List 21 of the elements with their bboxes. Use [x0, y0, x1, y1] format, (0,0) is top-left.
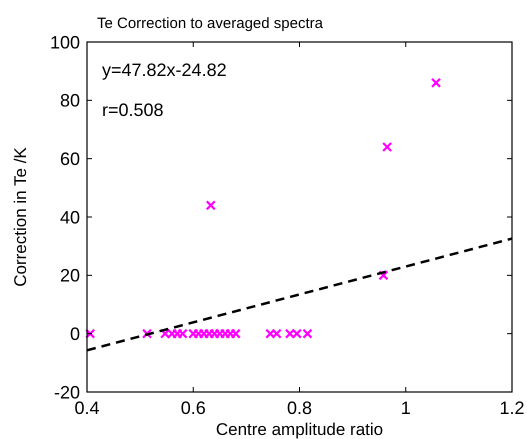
- y-tick-label: 20: [60, 266, 80, 286]
- point: [430, 78, 442, 88]
- y-tick-label: 80: [60, 90, 80, 111]
- y-tick-label: 0: [70, 324, 80, 344]
- point: [206, 200, 216, 210]
- x-tick-label: 0.6: [180, 398, 206, 418]
- y-tick-label: 100: [50, 32, 80, 52]
- y-tick-label: 40: [60, 207, 80, 228]
- point: [85, 328, 96, 339]
- point: [142, 328, 152, 339]
- x-tick-label: 0.8: [286, 398, 312, 418]
- annotation: y=47.82x-24.82: [102, 60, 227, 80]
- x-tick-label: 1.2: [499, 398, 525, 418]
- point: [382, 142, 392, 152]
- y-axis-title: Correction in Te /K: [11, 146, 30, 287]
- x-tick-label: 1: [400, 398, 411, 418]
- annotation: r=0.508: [102, 100, 164, 120]
- x-axis-title: Centre amplitude ratio: [216, 420, 384, 439]
- chart-title: Te Correction to averaged spectra: [97, 15, 324, 32]
- point: [378, 270, 389, 280]
- y-tick-label: 60: [60, 148, 80, 169]
